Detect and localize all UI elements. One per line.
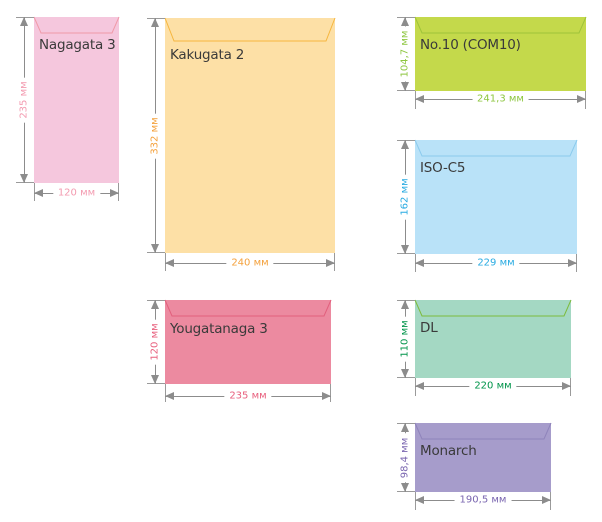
envelope-flap <box>414 139 578 157</box>
envelope-name: Kakugata 2 <box>170 47 245 63</box>
envelope-flap <box>33 16 120 34</box>
envelope-flap <box>414 422 552 440</box>
height-label: 120 мм <box>149 319 161 365</box>
height-label: 235 мм <box>18 77 30 123</box>
envelope-body <box>165 18 335 253</box>
height-label: 162 мм <box>399 174 411 220</box>
height-label: 104,7 мм <box>399 26 411 82</box>
envelope-monarch: Monarch 98,4 мм 190,5 мм <box>397 422 552 510</box>
envelope-name: Nagagata 3 <box>39 37 116 53</box>
envelope-flap <box>414 299 572 317</box>
envelope-nagagata-3: Nagagata 3 235 мм 120 мм <box>16 16 120 201</box>
envelope-name: DL <box>420 320 438 336</box>
envelope-name: Yougatanaga 3 <box>170 321 268 337</box>
envelope-name: Monarch <box>420 443 477 459</box>
envelope-body <box>415 140 577 254</box>
width-label: 229 мм <box>472 257 520 269</box>
envelope-flap <box>164 17 336 42</box>
height-label: 98,4 мм <box>399 433 411 482</box>
width-label: 241,3 мм <box>472 93 529 105</box>
envelope-body <box>165 300 331 384</box>
width-label: 120 мм <box>52 187 101 199</box>
envelope-dl: DL 110 мм 220 мм <box>397 299 572 396</box>
envelope-name: No.10 (COM10) <box>420 37 521 53</box>
width-label: 240 мм <box>226 257 274 269</box>
envelope-kakugata-2: Kakugata 2 332 мм 240 мм <box>147 17 336 271</box>
envelope-flap <box>164 299 332 317</box>
width-label: 235 мм <box>224 390 272 402</box>
envelope-body <box>415 423 551 492</box>
envelope-yougatanaga-3: Yougatanaga 3 120 мм 235 мм <box>147 299 332 402</box>
envelope-flap <box>414 16 587 34</box>
height-label: 332 мм <box>149 112 161 159</box>
height-label: 110 мм <box>399 316 411 362</box>
envelope-name: ISO-C5 <box>420 160 466 176</box>
envelope-iso-c5: ISO-C5 162 мм 229 мм <box>397 139 578 272</box>
width-label: 220 мм <box>469 380 517 392</box>
envelope-no10-com10: No.10 (COM10) 104,7 мм 241,3 мм <box>397 16 587 109</box>
envelope-body <box>415 17 586 91</box>
width-label: 190,5 мм <box>454 494 512 506</box>
envelope-body <box>415 300 571 378</box>
envelope-body <box>34 17 119 183</box>
